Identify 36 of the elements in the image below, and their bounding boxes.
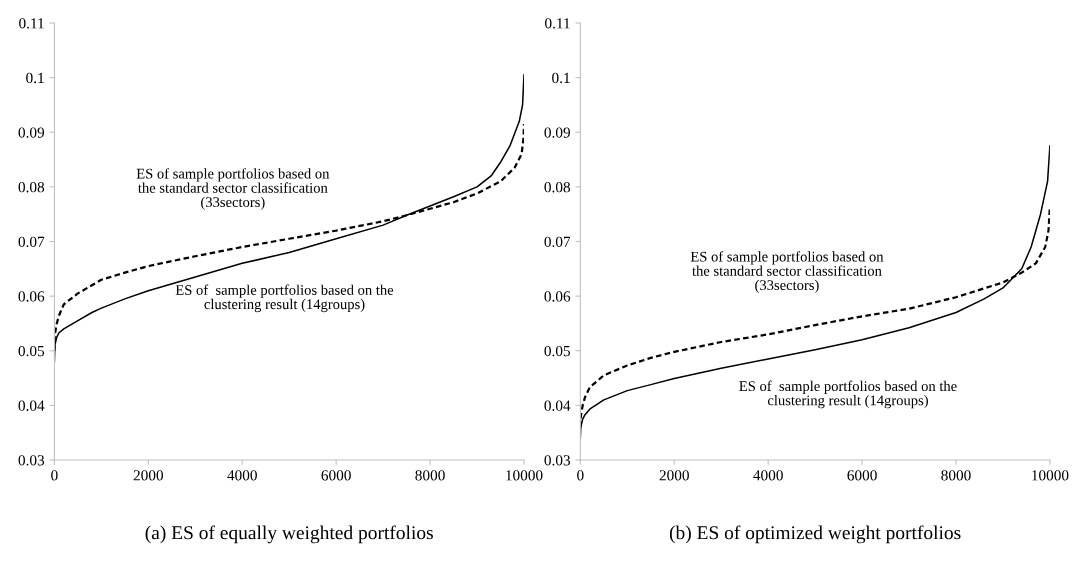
x-tick-label: 2000: [133, 470, 164, 481]
annotation: ES of sample portfolios based on the clustering result (14groups): [175, 284, 394, 313]
y-tick-label: 0.04: [544, 400, 571, 411]
annotation: ES of sample portfolios based on the standard sector classification (33sectors): [690, 251, 884, 294]
x-tick-label: 8000: [941, 470, 971, 481]
y-tick-label: 0.08: [544, 182, 571, 193]
y-tick-label: 0.04: [18, 400, 45, 411]
y-tick-label: 0.03: [544, 455, 571, 466]
text: (a) ES of equally weighted portfolios: [145, 525, 433, 544]
y-tick-label: 0.1: [552, 72, 570, 84]
y-tick-label: 0.06: [18, 291, 45, 302]
x-tick-label: 10000: [506, 470, 543, 481]
x-tick-label: 8000: [415, 470, 445, 481]
y-tick-label: 0.05: [544, 345, 571, 357]
x-tick-label: 10000: [1032, 470, 1069, 481]
y-tick-label: 0.11: [19, 18, 44, 29]
y-tick-label: 0.07: [18, 236, 45, 248]
y-tick-label: 0.03: [18, 455, 45, 466]
x-tick-label: 4000: [753, 470, 783, 481]
y-tick-label: 0.09: [18, 127, 45, 138]
annotation: ES of sample portfolios based on the standard sector classification (33sectors): [136, 168, 330, 210]
x-tick-label: 4000: [227, 470, 257, 481]
x-tick-label: 6000: [321, 470, 351, 481]
x-tick-label: 0: [51, 470, 58, 481]
x-tick-label: 6000: [847, 470, 877, 481]
text: (b) ES of optimized weight portfolios: [669, 525, 961, 544]
y-tick-label: 0.07: [544, 236, 571, 248]
y-tick-label: 0.08: [18, 182, 45, 193]
annotation: ES of sample portfolios based on the clustering result (14groups): [739, 380, 957, 409]
y-tick-label: 0.06: [544, 291, 571, 302]
y-tick-label: 0.1: [26, 72, 44, 84]
y-tick-label: 0.05: [18, 345, 45, 357]
y-tick-label: 0.09: [544, 127, 570, 138]
y-tick-label: 0.11: [545, 18, 570, 29]
x-tick-label: 2000: [659, 470, 689, 481]
x-tick-label: 0: [577, 470, 584, 481]
